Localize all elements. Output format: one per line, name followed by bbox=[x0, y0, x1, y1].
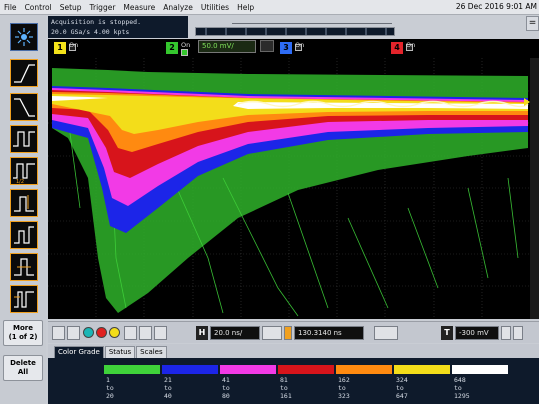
cursor-icon[interactable] bbox=[67, 326, 80, 340]
channel-4-state: On bbox=[406, 41, 416, 49]
transition-trigger-icon[interactable] bbox=[10, 253, 38, 281]
tab-bar: Color Grade Status Scales bbox=[48, 344, 539, 358]
minimize-button[interactable]: = bbox=[526, 16, 539, 31]
grade-swatch-2 bbox=[162, 365, 218, 374]
zoom-icon[interactable] bbox=[52, 326, 65, 340]
trigger-mode-icon[interactable] bbox=[513, 326, 523, 340]
star-icon[interactable] bbox=[10, 23, 38, 51]
delay-reference-icon[interactable] bbox=[284, 326, 292, 340]
trigger-level-spinner[interactable] bbox=[501, 326, 511, 340]
menu-bar: File Control Setup Trigger Measure Analy… bbox=[0, 0, 539, 15]
runt-trigger-icon[interactable] bbox=[10, 221, 38, 249]
grade-range-7: 648 to 1295 bbox=[454, 376, 470, 400]
trace-ripple bbox=[237, 100, 529, 108]
pattern-trigger-icon[interactable] bbox=[10, 285, 38, 313]
clear-display-icon[interactable] bbox=[124, 326, 137, 340]
run-icon[interactable] bbox=[83, 327, 94, 338]
channel-4-number: 4 bbox=[391, 42, 403, 54]
channel-2-state: On bbox=[181, 41, 191, 49]
channel-3-state: On bbox=[295, 41, 305, 49]
right-scroll-strip[interactable] bbox=[530, 58, 539, 319]
delay-knob-icon[interactable] bbox=[262, 326, 282, 340]
trigger-level-marker[interactable] bbox=[524, 98, 530, 106]
channel-4-checkbox[interactable] bbox=[406, 44, 413, 51]
acquisition-status: Acquisition is stopped. 20.0 GSa/s 4.00 … bbox=[48, 16, 188, 38]
single-icon[interactable] bbox=[109, 327, 120, 338]
channel-2-number: 2 bbox=[166, 42, 178, 54]
delay-field[interactable]: 130.3140 ns bbox=[294, 326, 364, 340]
control-bar: H 20.0 ns/ 130.3140 ns T -300 mV bbox=[48, 321, 539, 343]
stop-icon[interactable] bbox=[96, 327, 107, 338]
channel-2-scale[interactable]: 50.0 mV/ bbox=[198, 40, 256, 53]
channel-1-control[interactable]: 1 On bbox=[54, 41, 114, 56]
tab-color-grade[interactable]: Color Grade bbox=[54, 346, 104, 358]
menu-setup[interactable]: Setup bbox=[59, 2, 82, 12]
acquisition-state: Acquisition is stopped. bbox=[51, 18, 142, 26]
grade-swatch-1 bbox=[104, 365, 160, 374]
grade-swatch-3 bbox=[220, 365, 276, 374]
pulse-width-trigger-icon[interactable] bbox=[10, 125, 38, 153]
menu-trigger[interactable]: Trigger bbox=[89, 2, 116, 12]
channel-2-setup-icon[interactable] bbox=[260, 40, 274, 52]
channel-2-checkbox[interactable] bbox=[181, 49, 188, 56]
channel-2-control[interactable]: 2 On bbox=[166, 41, 276, 56]
channel-1-number: 1 bbox=[54, 42, 66, 54]
glitch-trigger-icon[interactable]: 1/2 bbox=[10, 157, 38, 185]
grade-range-6: 324 to 647 bbox=[396, 376, 408, 400]
date-time: 26 Dec 2016 9:01 AM bbox=[455, 2, 537, 11]
channel-4-control[interactable]: 4 On bbox=[391, 41, 451, 56]
svg-text:1/2: 1/2 bbox=[16, 179, 24, 184]
tab-status[interactable]: Status bbox=[104, 346, 136, 358]
channel-1-state: On bbox=[69, 41, 79, 49]
grade-swatch-6 bbox=[394, 365, 450, 374]
grade-swatch-4 bbox=[278, 365, 334, 374]
channel-3-checkbox[interactable] bbox=[295, 44, 302, 51]
channel-1-checkbox[interactable] bbox=[69, 44, 76, 51]
color-grade-legend: 1 to 20 21 to 40 41 to 80 81 to 161 162 to 323 324… bbox=[48, 358, 539, 404]
left-toolbar: 1/2 More (1 of 2) Delete All bbox=[0, 15, 46, 404]
memory-bar-bracket bbox=[232, 23, 392, 26]
trigger-level-field[interactable]: -300 mV bbox=[455, 326, 499, 340]
navigate-arrows-icon[interactable] bbox=[374, 326, 398, 340]
grade-swatch-7 bbox=[452, 365, 508, 374]
falling-edge-trigger-icon[interactable] bbox=[10, 93, 38, 121]
grade-swatch-5 bbox=[336, 365, 392, 374]
channel-3-number: 3 bbox=[280, 42, 292, 54]
menu-help[interactable]: Help bbox=[237, 2, 255, 12]
menu-file[interactable]: File bbox=[4, 2, 17, 12]
default-setup-icon[interactable] bbox=[154, 326, 167, 340]
tab-scales[interactable]: Scales bbox=[136, 346, 167, 358]
grade-range-1: 1 to 20 bbox=[106, 376, 114, 400]
menu-control[interactable]: Control bbox=[24, 2, 52, 12]
sample-rate: 20.0 GSa/s 4.00 kpts bbox=[51, 28, 130, 36]
grade-range-2: 21 to 40 bbox=[164, 376, 172, 400]
grade-range-4: 81 to 161 bbox=[280, 376, 292, 400]
menu-analyze[interactable]: Analyze bbox=[163, 2, 193, 12]
menu-measure[interactable]: Measure bbox=[123, 2, 156, 12]
grade-range-5: 162 to 323 bbox=[338, 376, 350, 400]
timebase-field[interactable]: 20.0 ns/ bbox=[210, 326, 260, 340]
menu-utilities[interactable]: Utilities bbox=[200, 2, 230, 12]
channel-3-control[interactable]: 3 On bbox=[280, 41, 340, 56]
channel-bar: 1 On 2 On 50.0 mV/ 3 On 4 On bbox=[48, 39, 539, 58]
memory-bar bbox=[195, 27, 395, 36]
trigger-icon[interactable]: T bbox=[441, 326, 453, 340]
horizontal-icon[interactable]: H bbox=[196, 326, 208, 340]
more-button[interactable]: More (1 of 2) bbox=[3, 320, 43, 346]
delete-all-button[interactable]: Delete All bbox=[3, 355, 43, 381]
autoscale-icon[interactable] bbox=[139, 326, 152, 340]
waveform-display[interactable] bbox=[48, 58, 530, 319]
grade-range-3: 41 to 80 bbox=[222, 376, 230, 400]
setup-hold-trigger-icon[interactable] bbox=[10, 189, 38, 217]
rising-edge-trigger-icon[interactable] bbox=[10, 59, 38, 87]
